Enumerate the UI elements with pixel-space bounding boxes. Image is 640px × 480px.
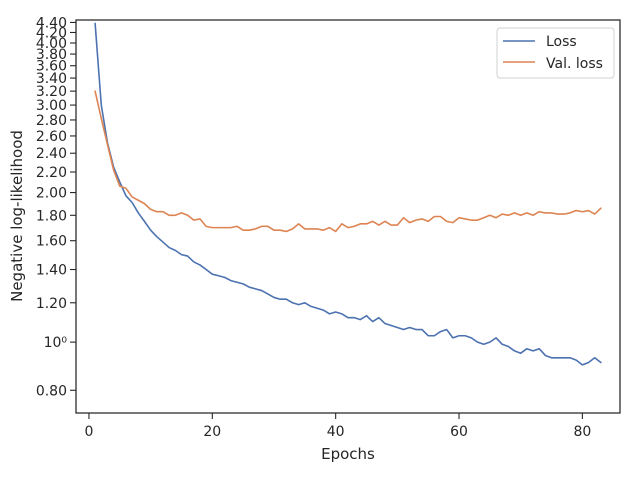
y-tick-label: 0.80: [36, 383, 67, 399]
legend: Loss Val. loss: [496, 27, 615, 79]
y-tick-label: 3.60: [36, 59, 67, 75]
y-tick-label: 4.40: [36, 15, 67, 31]
axis-ticks: 0 20 40 60 80 0.80 10⁰ 1.20 1.40 1.60 1.80 2.00 2.20…: [36, 15, 591, 440]
y-tick-label: 10⁰: [44, 335, 68, 351]
y-tick-label: 2.40: [36, 146, 67, 162]
y-tick-label: 1.40: [36, 263, 67, 279]
series-line-val-loss: [94, 90, 602, 233]
y-tick-label: 3.80: [36, 47, 67, 63]
x-tick-label: 80: [573, 424, 591, 440]
series-lines: [94, 22, 602, 366]
x-tick-label: 60: [450, 424, 468, 440]
series-line-loss: [94, 22, 602, 366]
y-tick-label: 2.00: [36, 186, 67, 202]
plot-frame: [75, 19, 621, 414]
y-tick-label: 3.20: [36, 84, 67, 100]
y-tick-label: 1.20: [36, 296, 67, 312]
legend-label-loss: Loss: [546, 34, 577, 50]
y-tick-label: 1.80: [36, 208, 67, 224]
y-tick-label: 1.60: [36, 234, 67, 250]
x-tick-label: 0: [84, 424, 93, 440]
y-tick-label: 3.00: [36, 98, 67, 114]
y-tick-label: 4.00: [36, 36, 67, 52]
y-tick-label: 4.20: [36, 25, 67, 41]
y-tick-label: 3.40: [36, 71, 67, 87]
plot-area: [76, 20, 620, 413]
x-tick-label: 40: [327, 424, 345, 440]
legend-label-val-loss: Val. loss: [546, 56, 603, 72]
y-tick-label: 2.60: [36, 129, 67, 145]
y-tick-label: 2.80: [36, 113, 67, 129]
y-axis-label: Negative log-likelihood: [8, 130, 26, 302]
x-axis-label: Epochs: [321, 445, 375, 463]
y-tick-label: 2.20: [36, 165, 67, 181]
x-tick-label: 20: [203, 424, 221, 440]
